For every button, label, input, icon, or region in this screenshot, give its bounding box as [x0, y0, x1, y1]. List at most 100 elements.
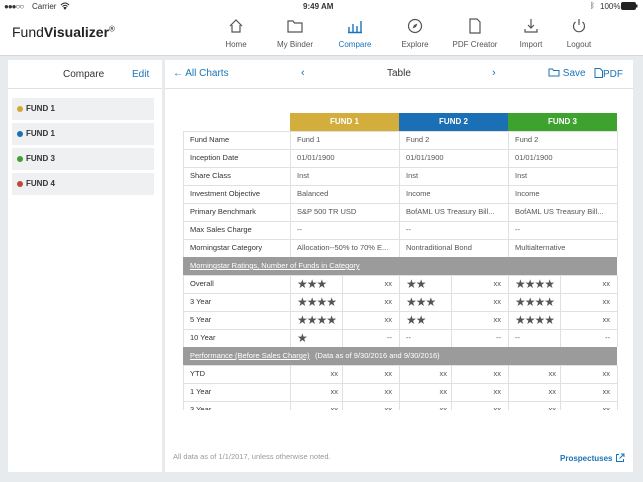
perf-value: xx — [568, 401, 611, 419]
nav-item[interactable]: Compare — [323, 17, 387, 49]
row-label: Morningstar Category — [190, 243, 263, 252]
col-line — [290, 167, 291, 185]
row-line — [183, 365, 617, 366]
col-line — [183, 167, 184, 185]
star-rating: ★★★★ — [297, 311, 337, 329]
back-label: All Charts — [185, 68, 229, 79]
col-line — [508, 383, 509, 401]
star: ★ — [415, 295, 427, 309]
col-line — [290, 149, 291, 167]
perf-value: xx — [330, 369, 339, 378]
nav-item[interactable]: My Binder — [263, 17, 327, 49]
star-rating: ★★★★ — [515, 311, 555, 329]
col-line — [290, 329, 291, 347]
nav-label: Explore — [401, 40, 429, 49]
row-label: Share Class — [190, 171, 231, 180]
perf-value: xx — [330, 387, 339, 396]
edit-button[interactable]: Edit — [132, 69, 150, 80]
section-note: (Data as of 9/30/2016 and 9/30/2016) — [315, 351, 440, 360]
perf-value: xx — [493, 369, 502, 378]
row-line — [183, 329, 617, 330]
value-cell: Inst — [515, 171, 528, 180]
sub-line — [560, 383, 561, 401]
value-cell: Allocation--50% to 70% E... — [297, 243, 389, 252]
nav-item[interactable]: Explore — [383, 17, 447, 49]
section-title: Morningstar Ratings, Number of Funds in … — [190, 261, 360, 270]
col-line — [290, 185, 291, 203]
col-line — [183, 185, 184, 203]
pdf-button[interactable]: PDF — [594, 68, 623, 80]
row-line — [183, 293, 617, 294]
star-rating: ★★★★ — [515, 275, 555, 293]
row-label: Inception Date — [190, 153, 239, 162]
value-cell: 01/01/1900 — [515, 153, 553, 162]
col-line — [183, 221, 184, 239]
row-label: 5 Year — [190, 315, 212, 324]
col-line — [399, 185, 400, 203]
star: ★ — [406, 277, 417, 291]
row-label: Primary Benchmark — [190, 207, 256, 216]
logo[interactable]: FundVisualizer® — [12, 24, 115, 40]
nav-item[interactable]: PDF Creator — [443, 17, 507, 49]
row-label: Fund Name — [190, 135, 230, 144]
fund-item[interactable]: FUND 1 — [12, 123, 154, 145]
star: ★ — [515, 277, 526, 291]
toolbar-title: Table — [387, 68, 411, 79]
star: ★ — [515, 295, 526, 309]
nav-item[interactable]: Logout — [547, 17, 611, 49]
perf-value: xx — [493, 387, 502, 396]
col-line — [508, 167, 509, 185]
fund-item[interactable]: FUND 4 — [12, 173, 154, 195]
col-line — [617, 275, 618, 293]
star: ★ — [306, 313, 318, 327]
save-button[interactable]: Save — [548, 68, 586, 79]
col-line — [183, 383, 184, 401]
col-line — [290, 221, 291, 239]
col-line — [183, 239, 184, 257]
star: ★ — [316, 277, 328, 291]
col-line — [290, 131, 291, 149]
sub-line — [451, 293, 452, 311]
value-cell: Income — [515, 189, 540, 198]
perf-value: xx — [439, 369, 448, 378]
col-line — [399, 329, 400, 347]
nav-item[interactable]: Import — [499, 17, 563, 49]
row-line — [183, 185, 617, 186]
main-panel: ← All Charts ‹ Table › Save PDF FUND 1 FU… — [165, 60, 633, 472]
fund-item[interactable]: FUND 3 — [12, 148, 154, 170]
star: ★ — [544, 295, 555, 309]
logo-bold: Visualizer — [43, 24, 110, 40]
fund-item[interactable]: FUND 1 — [12, 98, 154, 120]
star: ★ — [534, 313, 546, 327]
row-line — [183, 275, 617, 276]
nav-label: Home — [225, 40, 247, 49]
row-label: Max Sales Charge — [190, 225, 252, 234]
col-line — [508, 329, 509, 347]
col-line — [617, 149, 618, 167]
col-line — [290, 275, 291, 293]
col-line — [508, 365, 509, 383]
col-line — [399, 221, 400, 239]
save-label: Save — [562, 68, 586, 79]
star: ★ — [406, 313, 417, 327]
nav-item[interactable]: Home — [204, 17, 268, 49]
star-rating: ★ — [297, 329, 308, 347]
next-button[interactable]: › — [492, 67, 496, 79]
value-cell: Fund 1 — [297, 135, 321, 144]
row-line — [183, 401, 617, 402]
column-header: FUND 2 — [399, 113, 508, 131]
fund-count: xx — [493, 279, 502, 288]
fund-count: xx — [384, 315, 393, 324]
back-link[interactable]: ← All Charts — [173, 68, 229, 79]
perf-value: xx — [384, 387, 393, 396]
row-label: 3 Year — [190, 401, 285, 419]
sub-line — [560, 365, 561, 383]
divider — [165, 88, 633, 89]
fund-count: xx — [493, 297, 502, 306]
star: ★ — [297, 313, 308, 327]
star-rating: ★★ — [406, 311, 427, 329]
value-cell: 01/01/1900 — [406, 153, 444, 162]
folder-icon — [548, 68, 560, 77]
prospectuses-link[interactable]: Prospectuses — [560, 453, 625, 463]
prev-button[interactable]: ‹ — [301, 67, 305, 79]
